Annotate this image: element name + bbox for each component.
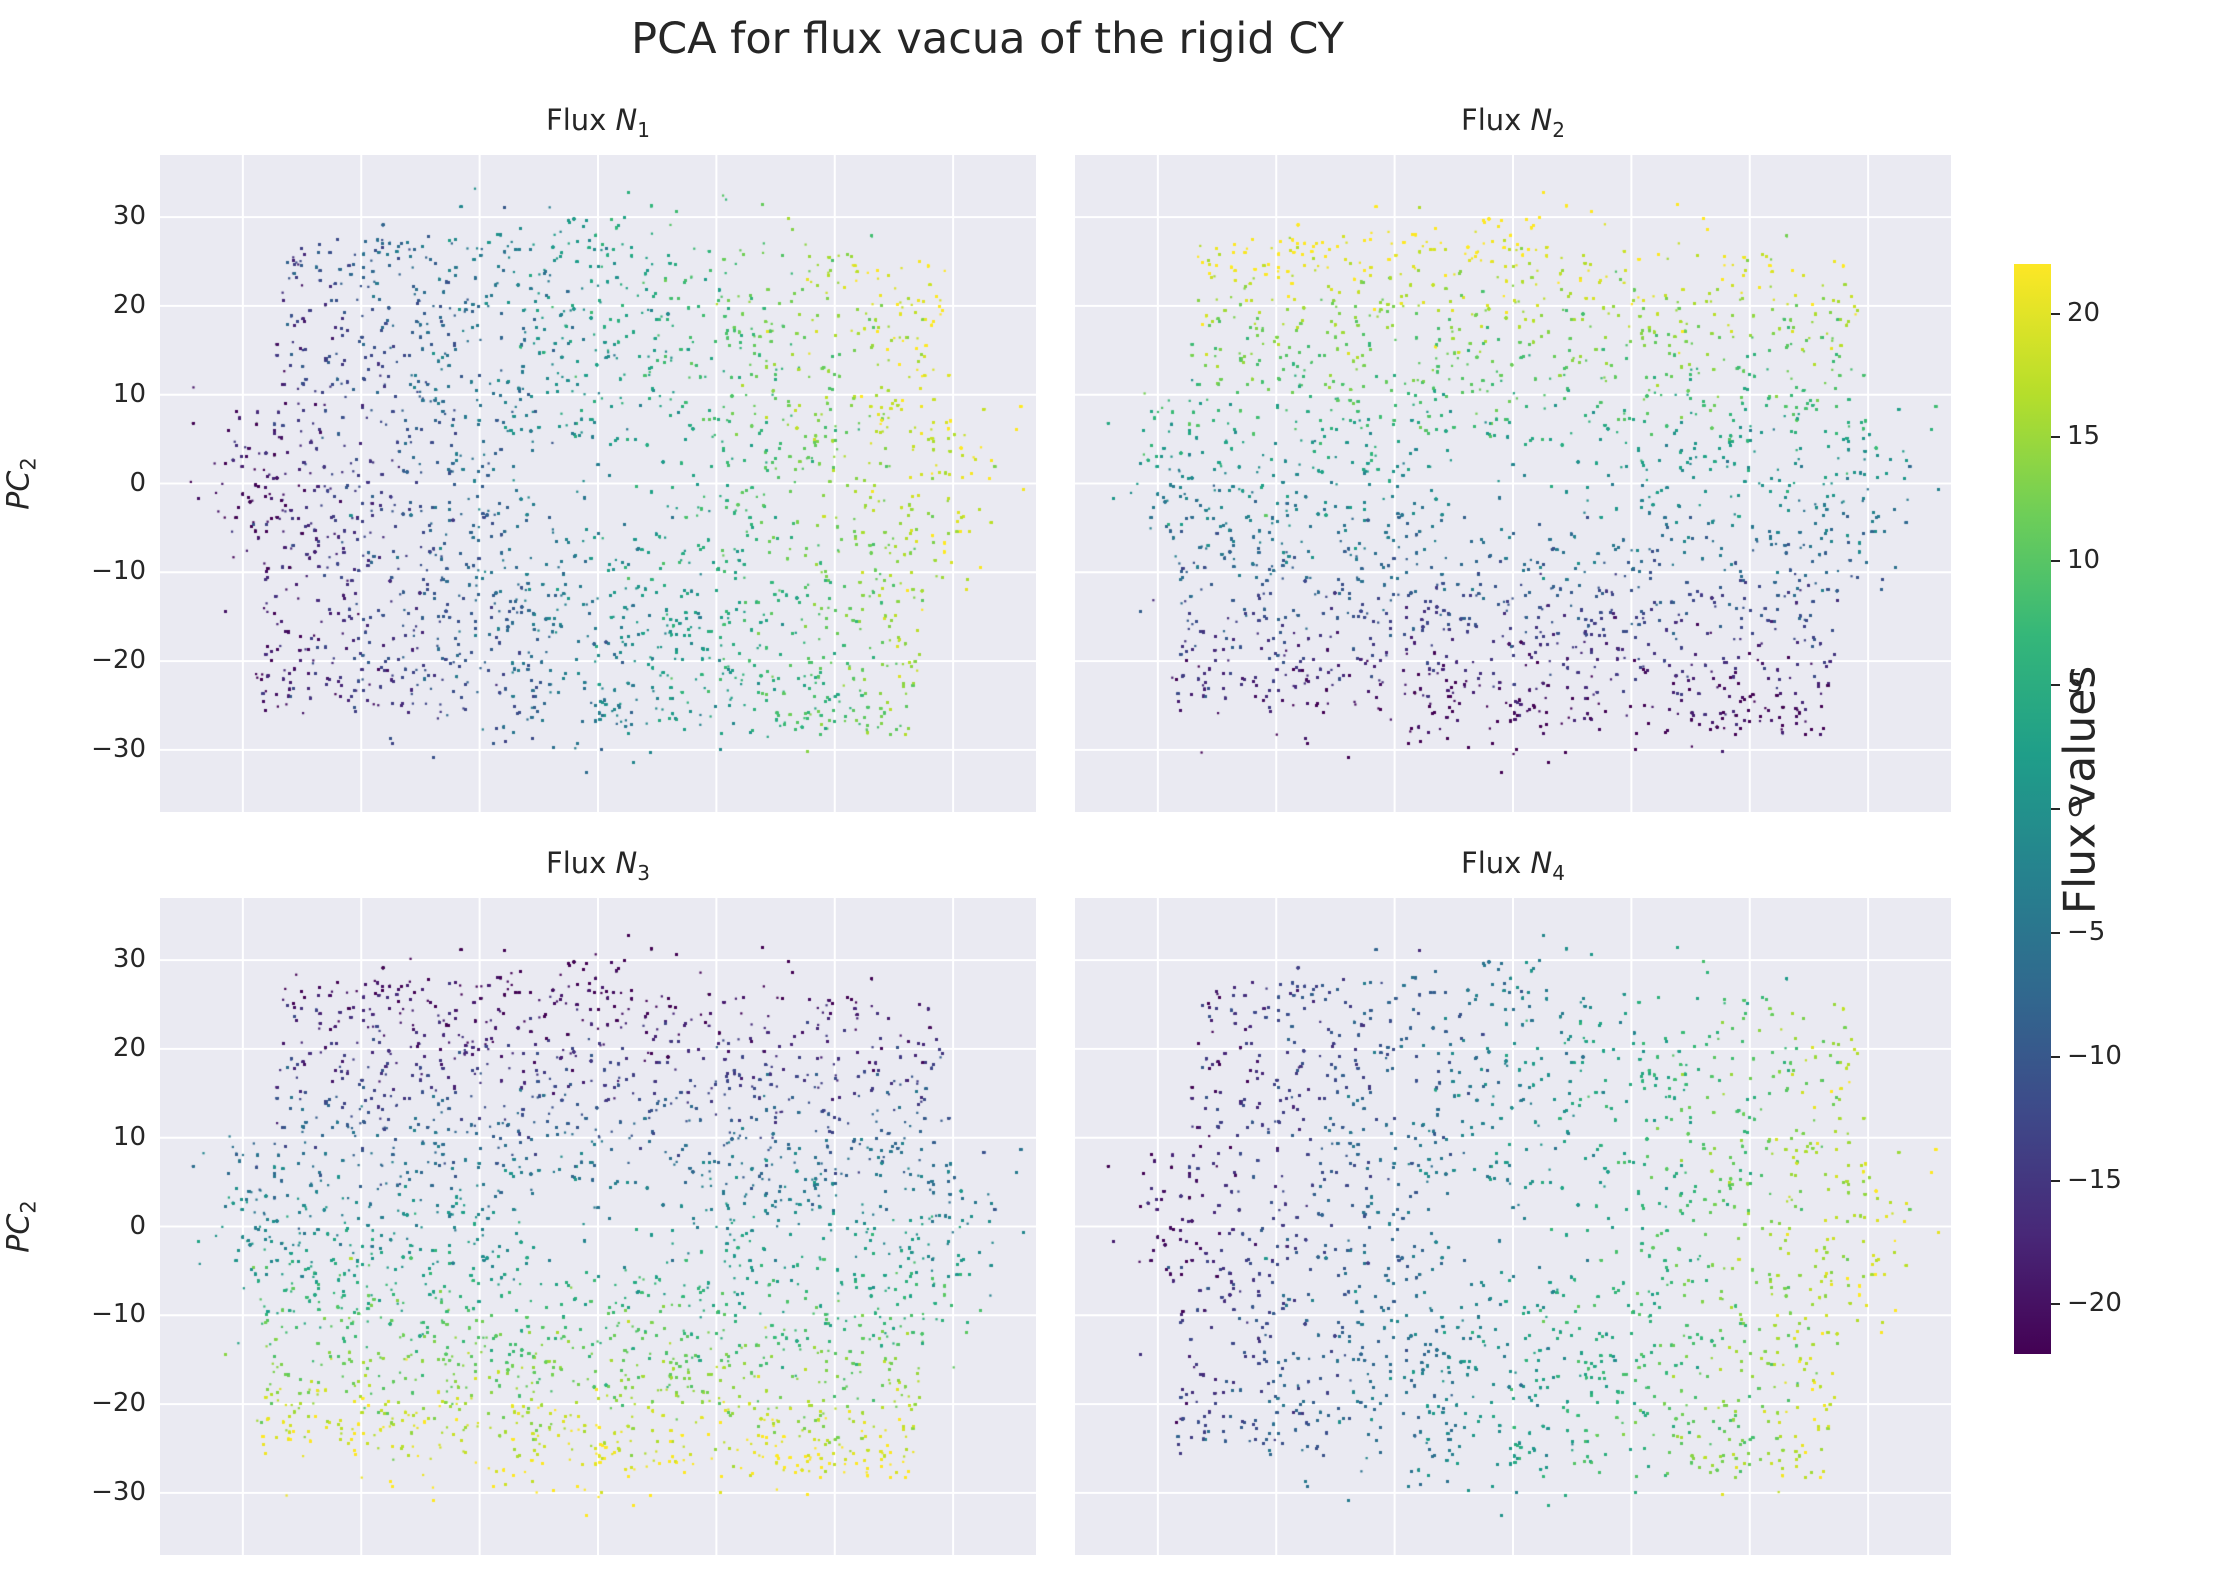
y-tick-label: −20 xyxy=(91,1388,146,1419)
y-tick-label: 10 xyxy=(112,1121,146,1152)
scatter-points xyxy=(1075,155,1951,812)
panel-title-index: 3 xyxy=(637,860,650,885)
y-tick-label: 20 xyxy=(112,1032,146,1063)
panel-title: Flux N3 xyxy=(160,846,1036,885)
y-tick-label: 20 xyxy=(112,289,146,320)
colorbar-tick-label: −15 xyxy=(2067,1164,2122,1195)
colorbar-tick-mark xyxy=(2051,312,2060,315)
y-axis-label-text: PC xyxy=(1,470,37,510)
y-axis-label: PC2 xyxy=(2,457,41,509)
colorbar-tick-mark xyxy=(2051,1179,2060,1182)
colorbar-tick-mark xyxy=(2051,1303,2060,1306)
colorbar-tick-label: 10 xyxy=(2067,545,2101,576)
colorbar-tick-mark xyxy=(2051,560,2060,563)
y-tick-label: −10 xyxy=(91,556,146,587)
panel-title-text: Flux xyxy=(1461,846,1531,880)
colorbar-tick-label: −20 xyxy=(2067,1288,2122,1319)
scatter-panel-1: Flux N1 xyxy=(160,103,1036,812)
panel-title-text: Flux xyxy=(1461,103,1531,137)
panel-title: Flux N4 xyxy=(1075,846,1951,885)
colorbar xyxy=(2014,264,2051,1354)
scatter-panel-3: Flux N3 xyxy=(160,846,1036,1555)
y-axis-label: PC2 xyxy=(2,1200,41,1252)
panel-title: Flux N2 xyxy=(1075,103,1951,142)
scatter-points xyxy=(160,155,1036,812)
y-tick-label: −30 xyxy=(91,733,146,764)
panel-title-text: Flux xyxy=(546,846,616,880)
y-tick-label: −30 xyxy=(91,1476,146,1507)
y-tick-label: −10 xyxy=(91,1299,146,1330)
panel-title-index: 4 xyxy=(1552,860,1565,885)
y-tick-label: 30 xyxy=(112,201,146,232)
colorbar-tick-label: −10 xyxy=(2067,1040,2122,1071)
colorbar-tick-label: −5 xyxy=(2067,916,2106,947)
figure-title: PCA for flux vacua of the rigid CY xyxy=(631,14,1344,64)
panel-title: Flux N1 xyxy=(160,103,1036,142)
y-tick-label: 10 xyxy=(112,378,146,409)
scatter-panel-2: Flux N2 xyxy=(1075,103,1951,812)
panel-title-index: 2 xyxy=(1552,117,1565,142)
scatter-points xyxy=(160,898,1036,1555)
colorbar-tick-mark xyxy=(2051,808,2060,810)
y-tick-label: 30 xyxy=(112,944,146,975)
scatter-points xyxy=(1075,898,1951,1555)
colorbar-tick-mark xyxy=(2051,684,2060,687)
y-tick-label: 0 xyxy=(129,1210,146,1241)
y-tick-label: 0 xyxy=(129,467,146,498)
colorbar-tick-label: 5 xyxy=(2067,669,2084,700)
colorbar-tick-mark xyxy=(2051,436,2060,439)
y-axis-label-text: PC xyxy=(1,1213,37,1253)
panel-title-variable: N xyxy=(615,103,638,137)
colorbar-tick-label: 0 xyxy=(2067,793,2084,823)
panel-title-variable: N xyxy=(1530,846,1553,880)
panel-title-variable: N xyxy=(615,846,638,880)
colorbar-tick-mark xyxy=(2051,1055,2060,1058)
colorbar-label: Flux values xyxy=(2054,665,2106,915)
y-tick-label: −20 xyxy=(91,645,146,676)
colorbar-tick-mark xyxy=(2051,931,2060,934)
panel-title-text: Flux xyxy=(546,103,616,137)
colorbar-tick-label: 20 xyxy=(2067,297,2101,328)
panel-title-index: 1 xyxy=(637,117,650,142)
scatter-panel-4: Flux N4 xyxy=(1075,846,1951,1555)
y-axis-label-index: 2 xyxy=(16,1199,41,1214)
panel-title-variable: N xyxy=(1530,103,1553,137)
colorbar-tick-label: 15 xyxy=(2067,421,2101,452)
y-axis-label-index: 2 xyxy=(16,456,41,471)
